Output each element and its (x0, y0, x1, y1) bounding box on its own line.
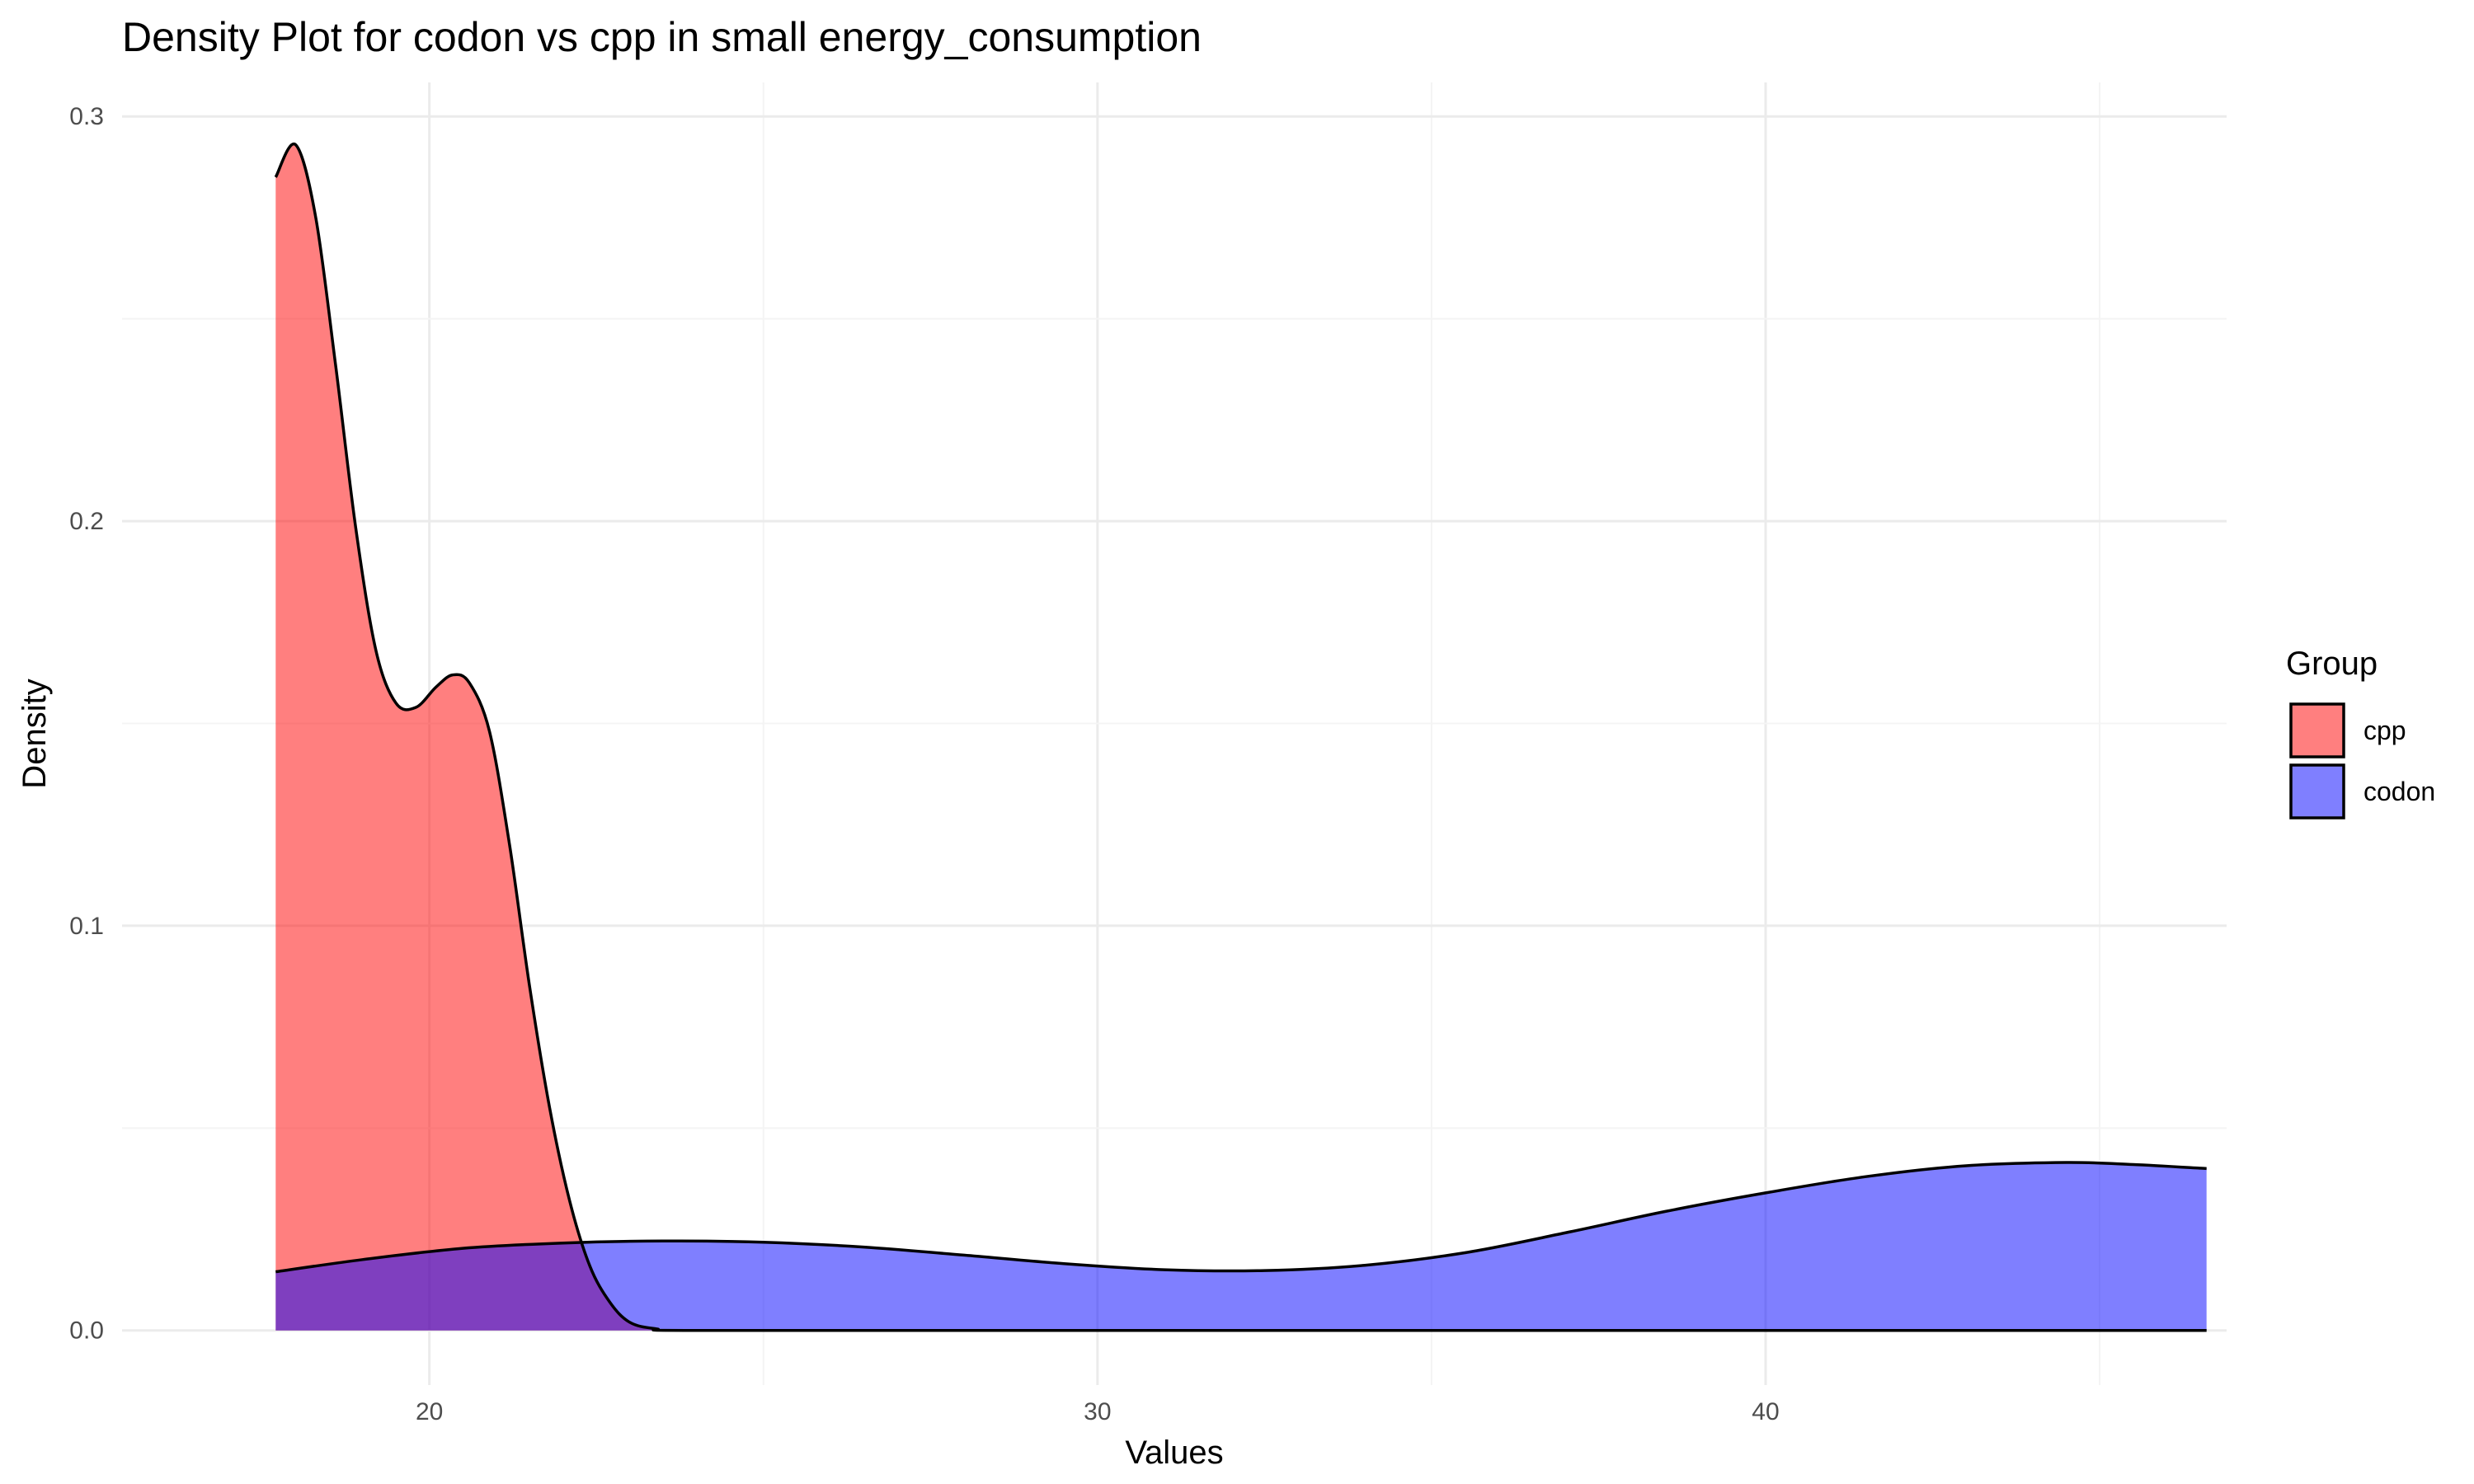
y-tick-label: 0.2 (69, 508, 104, 535)
y-tick-label: 0.0 (69, 1317, 104, 1345)
y-axis-title: Density (16, 679, 53, 788)
x-tick-label: 20 (416, 1398, 443, 1425)
density-line-cpp (274, 142, 2207, 1332)
legend-label-cpp: cpp (2363, 716, 2406, 745)
x-axis-title: Values (1125, 1435, 1223, 1471)
density-lines (274, 142, 2207, 1332)
x-axis-ticks: 20 30 40 (416, 1398, 1780, 1425)
density-area-cpp (275, 143, 2207, 1331)
density-line-codon (275, 1161, 2207, 1274)
legend: Group cpp codon (2286, 646, 2435, 819)
y-axis-ticks: 0.0 0.1 0.2 0.3 (69, 103, 104, 1345)
density-areas (275, 143, 2207, 1331)
legend-swatch-cpp (2289, 702, 2345, 758)
x-tick-label: 40 (1752, 1398, 1779, 1425)
legend-title: Group (2286, 646, 2378, 682)
x-tick-label: 30 (1084, 1398, 1111, 1425)
chart-title: Density Plot for codon vs cpp in small e… (122, 14, 1202, 60)
y-tick-label: 0.1 (69, 913, 104, 940)
legend-swatch-codon (2289, 763, 2345, 819)
legend-label-codon: codon (2363, 777, 2435, 806)
density-area-codon (275, 1162, 2207, 1331)
y-tick-label: 0.3 (69, 103, 104, 130)
